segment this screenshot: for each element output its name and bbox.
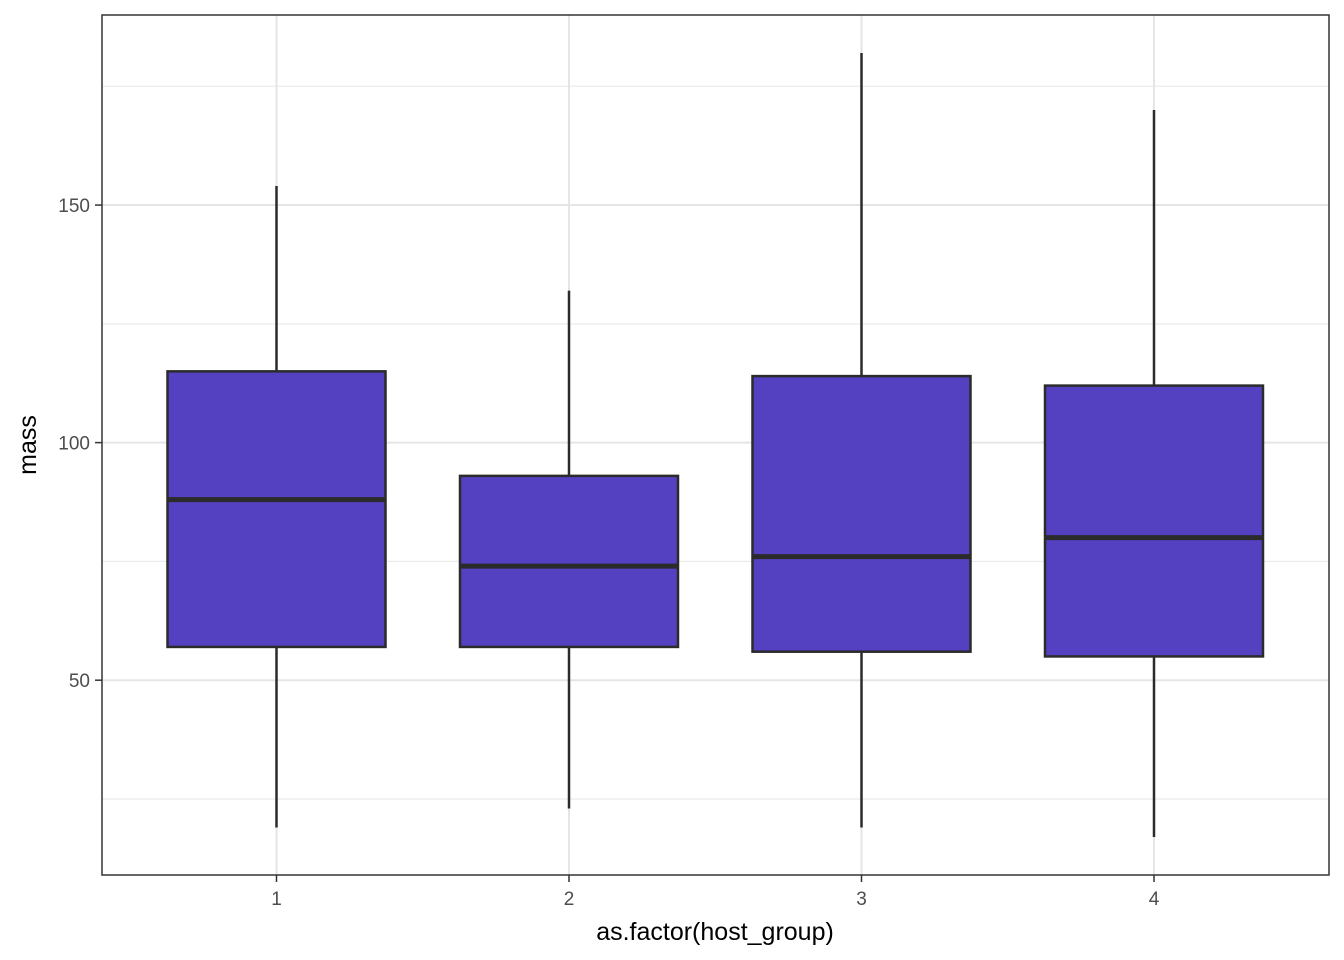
y-axis-title: mass [14, 415, 42, 475]
y-tick-label: 50 [69, 671, 90, 692]
y-tick-label: 150 [58, 196, 90, 217]
box-group-3 [751, 53, 972, 828]
panel-border [101, 14, 1330, 876]
x-tick-label: 1 [271, 889, 282, 910]
box-group-4 [1043, 110, 1265, 837]
axis-ticks [95, 204, 1155, 882]
x-tick-label: 4 [1149, 889, 1160, 910]
box-iqr [166, 370, 387, 649]
x-axis-tick-labels: 1 2 3 4 [271, 889, 1160, 910]
box-iqr [751, 374, 972, 653]
x-tick-label: 2 [564, 889, 575, 910]
x-tick-label: 3 [856, 889, 867, 910]
box-group-2 [458, 290, 680, 809]
box-series [166, 53, 1265, 837]
box-iqr [458, 474, 680, 649]
x-axis-title: as.factor(host_group) [596, 918, 834, 946]
y-axis-tick-labels: 50 100 150 [58, 196, 90, 692]
box-group-1 [166, 186, 387, 828]
y-tick-label: 100 [58, 434, 90, 455]
box-iqr [1043, 384, 1265, 658]
